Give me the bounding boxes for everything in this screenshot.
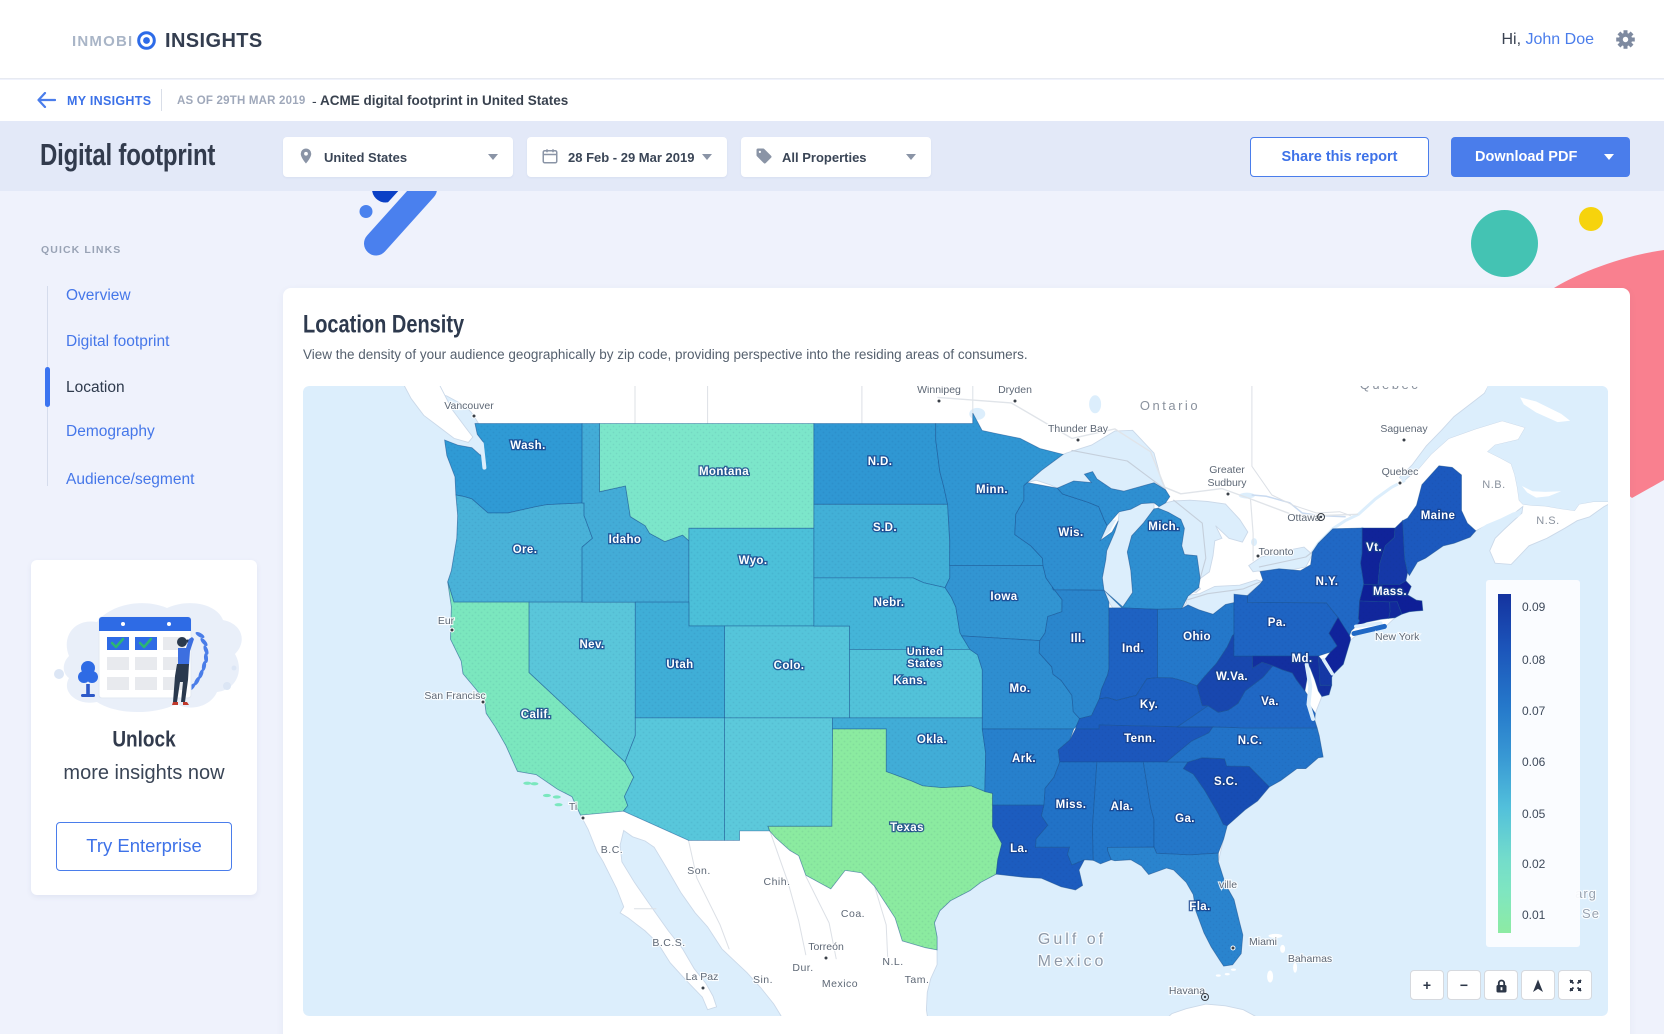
svg-text:United: United bbox=[907, 646, 944, 658]
svg-text:Winnipeg: Winnipeg bbox=[917, 386, 961, 396]
svg-text:B.C.: B.C. bbox=[601, 844, 623, 856]
svg-text:Iowa: Iowa bbox=[990, 591, 1017, 603]
svg-text:Sudbury: Sudbury bbox=[1207, 477, 1247, 489]
svg-text:La.: La. bbox=[1010, 843, 1028, 855]
svg-text:Mexico: Mexico bbox=[822, 978, 858, 990]
svg-text:Greater: Greater bbox=[1209, 464, 1245, 476]
svg-text:N.B.: N.B. bbox=[1482, 479, 1505, 491]
svg-text:Quebec: Quebec bbox=[1382, 466, 1419, 478]
svg-text:S.D.: S.D. bbox=[873, 522, 897, 534]
svg-text:Texas: Texas bbox=[890, 822, 924, 834]
svg-text:Dur.: Dur. bbox=[792, 962, 813, 974]
svg-text:States: States bbox=[907, 658, 942, 670]
svg-text:Sin.: Sin. bbox=[753, 974, 773, 986]
svg-text:N.S.: N.S. bbox=[1536, 515, 1559, 527]
svg-text:Nev.: Nev. bbox=[579, 639, 604, 651]
svg-text:Saguenay: Saguenay bbox=[1380, 423, 1428, 435]
svg-text:Mich.: Mich. bbox=[1148, 521, 1179, 533]
svg-text:Eur: Eur bbox=[438, 615, 455, 627]
svg-text:Mexico: Mexico bbox=[1038, 953, 1107, 970]
svg-text:Bahamas: Bahamas bbox=[1288, 953, 1332, 965]
svg-text:ville: ville bbox=[1219, 879, 1237, 891]
svg-text:N.D.: N.D. bbox=[868, 456, 893, 468]
svg-text:Ill.: Ill. bbox=[1071, 633, 1085, 645]
svg-text:Ark.: Ark. bbox=[1012, 753, 1036, 765]
svg-text:Vancouver: Vancouver bbox=[444, 400, 494, 412]
svg-text:B.C.S.: B.C.S. bbox=[652, 937, 685, 949]
svg-text:Thunder Bay: Thunder Bay bbox=[1048, 423, 1109, 435]
svg-text:Tenn.: Tenn. bbox=[1124, 733, 1156, 745]
svg-text:La Paz: La Paz bbox=[686, 971, 719, 983]
svg-text:Nebr.: Nebr. bbox=[874, 597, 905, 609]
svg-text:Fla.: Fla. bbox=[1189, 901, 1210, 913]
svg-text:Montana: Montana bbox=[699, 466, 749, 478]
svg-text:Vt.: Vt. bbox=[1366, 542, 1382, 554]
svg-text:San Francisc: San Francisc bbox=[424, 690, 485, 702]
svg-text:Miami: Miami bbox=[1249, 936, 1277, 948]
svg-text:Ottawa: Ottawa bbox=[1287, 512, 1320, 524]
svg-text:Kans.: Kans. bbox=[893, 675, 926, 687]
svg-text:Tam.: Tam. bbox=[905, 974, 930, 986]
svg-text:Pa.: Pa. bbox=[1268, 617, 1286, 629]
svg-text:Ala.: Ala. bbox=[1111, 801, 1134, 813]
svg-text:Coa.: Coa. bbox=[841, 908, 865, 920]
svg-text:Se: Se bbox=[1582, 906, 1600, 921]
svg-text:Ky.: Ky. bbox=[1140, 699, 1158, 711]
svg-text:Toronto: Toronto bbox=[1258, 546, 1293, 558]
svg-text:Torreón: Torreón bbox=[808, 941, 844, 953]
svg-text:Wis.: Wis. bbox=[1058, 527, 1083, 539]
svg-text:Ga.: Ga. bbox=[1175, 813, 1195, 825]
svg-text:Ohio: Ohio bbox=[1183, 631, 1211, 643]
svg-text:Miss.: Miss. bbox=[1056, 799, 1087, 811]
svg-text:Wash.: Wash. bbox=[510, 440, 545, 452]
svg-text:N.C.: N.C. bbox=[1238, 735, 1263, 747]
svg-text:Havana: Havana bbox=[1169, 985, 1205, 997]
svg-text:W.Va.: W.Va. bbox=[1216, 671, 1248, 683]
svg-text:Utah: Utah bbox=[666, 659, 693, 671]
svg-text:Son.: Son. bbox=[687, 865, 711, 877]
svg-text:Va.: Va. bbox=[1261, 696, 1279, 708]
svg-text:Calif.: Calif. bbox=[521, 709, 552, 721]
svg-text:Gulf of: Gulf of bbox=[1038, 931, 1106, 948]
svg-text:Ore.: Ore. bbox=[513, 544, 538, 556]
svg-text:S.C.: S.C. bbox=[1214, 776, 1238, 788]
svg-text:Ti: Ti bbox=[569, 801, 577, 813]
svg-text:N.L.: N.L. bbox=[882, 956, 903, 968]
svg-text:Mass.: Mass. bbox=[1373, 586, 1407, 598]
svg-text:Idaho: Idaho bbox=[609, 534, 642, 546]
svg-text:Chih.: Chih. bbox=[763, 876, 790, 888]
svg-text:Colo.: Colo. bbox=[774, 660, 805, 672]
svg-text:Md.: Md. bbox=[1292, 653, 1313, 665]
svg-text:Okla.: Okla. bbox=[917, 734, 947, 746]
svg-text:Minn.: Minn. bbox=[976, 484, 1008, 496]
svg-text:Mo.: Mo. bbox=[1010, 683, 1031, 695]
svg-text:Quebec: Quebec bbox=[1360, 386, 1421, 392]
svg-text:Ind.: Ind. bbox=[1122, 643, 1144, 655]
svg-text:Ontario: Ontario bbox=[1140, 398, 1200, 413]
svg-text:New York: New York bbox=[1375, 631, 1420, 643]
svg-text:Maine: Maine bbox=[1421, 510, 1456, 522]
svg-text:Wyo.: Wyo. bbox=[739, 555, 768, 567]
svg-text:Dryden: Dryden bbox=[998, 386, 1032, 396]
svg-text:N.Y.: N.Y. bbox=[1316, 576, 1339, 588]
